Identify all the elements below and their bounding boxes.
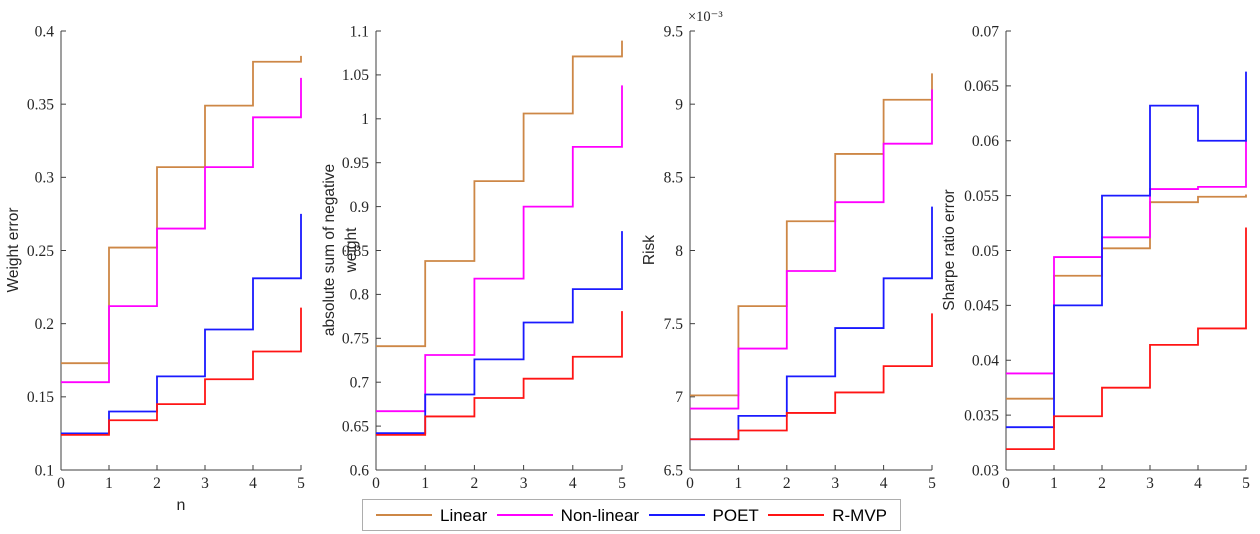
y-tick-label: 9.5: [664, 23, 684, 40]
legend-label-linear: Linear: [440, 505, 488, 525]
series-line-linear: [690, 73, 933, 397]
x-tick-label: 1: [421, 475, 429, 492]
x-tick-label: 5: [928, 475, 936, 492]
y-tick-label: 0.045: [964, 298, 999, 315]
y-tick-label: 8.5: [664, 170, 684, 187]
y-tick-label: 0.055: [964, 188, 999, 205]
y-tick-label: 0.07: [972, 23, 999, 40]
x-tick-label: 5: [1242, 475, 1250, 492]
subplot-weight-error: 0.1 0.15 0.2 0.25 0.3 0.35 0.4 0 1 2 3 4 5: [27, 23, 305, 492]
x-tick-label: 1: [105, 475, 113, 492]
y-tick-label: 0.03: [972, 462, 999, 479]
series-line-non-linear: [690, 89, 933, 410]
y-tick-label: 9: [675, 96, 683, 113]
legend-line-non-linear-icon: [496, 513, 553, 517]
y-tick-label: 0.05: [972, 243, 999, 260]
ylabel-sharpe-ratio-error: Sharpe ratio error: [941, 189, 958, 311]
ylabel-weight-error: Weight error: [5, 207, 22, 293]
series-line-linear: [1006, 194, 1247, 400]
y-tick-label: 0.035: [964, 407, 999, 424]
series-line-r-mvp: [690, 313, 933, 441]
ylabel-abs-sum-negative-weight: absolute sum of negative weight: [321, 163, 360, 337]
x-tick-label: 2: [471, 475, 479, 492]
y-tick-label: 0.8: [350, 287, 370, 304]
xlabel-n: n: [176, 497, 186, 514]
x-tick-label: 0: [57, 475, 65, 492]
y-tick-label: 0.25: [27, 243, 54, 260]
x-tick-label: 0: [686, 475, 694, 492]
legend-line-poet-icon: [648, 513, 705, 517]
legend-label-non-linear: Non-linear: [560, 505, 640, 525]
y-tick-label: 0.3: [35, 170, 55, 187]
series-line-r-mvp: [61, 307, 302, 436]
y-tick-label: 0.04: [972, 353, 999, 370]
y-tick-label: 6.5: [664, 462, 684, 479]
x-tick-label: 1: [1050, 475, 1058, 492]
series-line-poet: [376, 231, 623, 435]
y-tick-label: 1.05: [342, 67, 369, 84]
x-tick-label: 2: [1098, 475, 1106, 492]
y-tick-label: 0.4: [35, 23, 55, 40]
x-tick-label: 0: [1002, 475, 1010, 492]
y-tick-label: 1: [361, 111, 369, 128]
legend-label-r-mvp: R-MVP: [832, 505, 887, 525]
series-line-non-linear: [61, 77, 302, 384]
x-tick-label: 4: [1194, 475, 1202, 492]
y-tick-label: 0.06: [972, 133, 999, 150]
legend-item-r-mvp: R-MVP: [768, 507, 887, 524]
y-axis-exponent-label: ×10⁻³: [688, 9, 723, 25]
y-tick-label: 0.1: [35, 462, 54, 479]
y-tick-label: 0.85: [342, 243, 369, 260]
x-tick-label: 3: [1146, 475, 1154, 492]
x-tick-label: 3: [831, 475, 839, 492]
subplot-sharpe-ratio-error: 0.03 0.035 0.04 0.045 0.05 0.055 0.06 0.065 0.07…: [964, 23, 1250, 492]
y-tick-label: 1.1: [350, 23, 369, 40]
series-line-r-mvp: [376, 311, 623, 436]
y-tick-label: 0.15: [27, 389, 54, 406]
legend-item-poet: POET: [648, 505, 759, 525]
subplot-risk: 6.5 7 7.5 8 8.5 9 9.5 0 1 2 3 4 5: [664, 23, 937, 492]
x-tick-label: 4: [569, 475, 577, 492]
ylabel-risk: Risk: [641, 234, 658, 266]
x-tick-label: 5: [297, 475, 305, 492]
x-tick-label: 2: [783, 475, 791, 492]
series-line-poet: [690, 206, 933, 441]
series-line-linear: [376, 40, 623, 348]
legend-line-r-mvp-icon: [768, 513, 825, 517]
y-tick-label: 0.95: [342, 155, 369, 172]
x-tick-label: 4: [249, 475, 257, 492]
y-tick-label: 0.9: [350, 199, 370, 216]
y-tick-label: 0.65: [342, 418, 369, 435]
series-line-non-linear: [376, 85, 623, 413]
legend-item-non-linear: Non-linear: [496, 505, 640, 525]
legend-line-linear-icon: [376, 513, 432, 517]
x-tick-label: 3: [201, 475, 209, 492]
legend: Linear Non-linear POET R-MVP: [362, 499, 901, 531]
x-tick-label: 5: [618, 475, 626, 492]
x-tick-label: 2: [153, 475, 161, 492]
y-tick-label: 0.7: [350, 374, 370, 391]
y-tick-label: 0.2: [35, 316, 54, 333]
legend-label-poet: POET: [712, 505, 759, 525]
y-tick-label: 0.75: [342, 331, 369, 348]
series-line-poet: [1006, 71, 1247, 429]
series-line-linear: [61, 55, 302, 365]
x-tick-label: 3: [520, 475, 528, 492]
x-tick-label: 1: [735, 475, 743, 492]
y-tick-label: 7.5: [664, 316, 684, 333]
series-line-poet: [61, 213, 302, 435]
series-line-non-linear: [1006, 140, 1247, 375]
y-tick-label: 8: [675, 243, 683, 260]
x-tick-label: 0: [372, 475, 380, 492]
subplot-absolute-sum-of-negative-weight: 0.6 0.65 0.7 0.75 0.8 0.85 0.9 0.95 1 1.05 1.1 0 1 2 3…: [342, 23, 626, 492]
legend-item-linear: Linear: [376, 507, 487, 524]
y-tick-label: 0.35: [27, 96, 54, 113]
y-tick-label: 0.6: [350, 462, 370, 479]
y-tick-label: 0.065: [964, 78, 999, 95]
series-line-r-mvp: [1006, 227, 1247, 451]
y-tick-label: 7: [675, 389, 683, 406]
x-tick-label: 4: [880, 475, 888, 492]
